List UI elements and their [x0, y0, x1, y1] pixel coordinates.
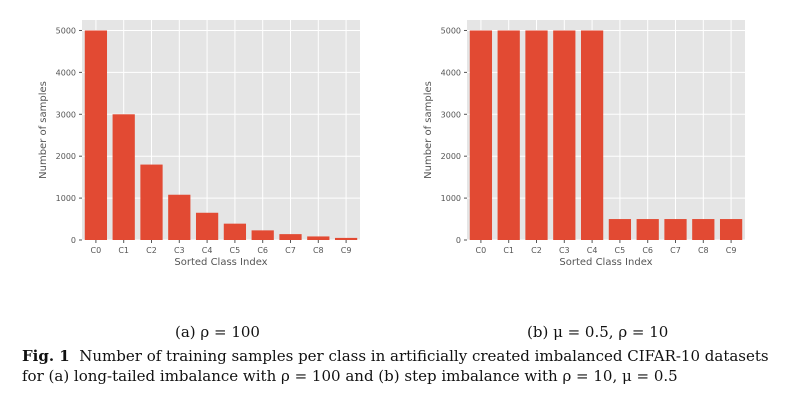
chart-a-bar-C7 [279, 234, 302, 240]
chart-a-bar-C9 [334, 237, 358, 240]
chart-a-bar-C6 [251, 230, 274, 240]
chart-a-xtick-label: C5 [230, 246, 241, 255]
chart-b-ytick-label: 3000 [441, 110, 461, 119]
chart-a-bar-C0 [84, 30, 108, 240]
chart-b-bar-C2 [525, 30, 548, 240]
chart-a-ytick-label: 1000 [56, 194, 76, 203]
chart-a-xtick-label: C6 [257, 246, 268, 255]
chart-a-ytick-label: 0 [71, 236, 76, 245]
chart-b-bar-C0 [469, 30, 493, 240]
figure-caption-text: Number of training samples per class in … [22, 347, 769, 385]
figure-caption: Fig. 1 Number of training samples per cl… [22, 346, 782, 386]
chart-b-bar-C8 [692, 219, 715, 240]
chart-b-xtick-label: C8 [698, 246, 709, 255]
chart-b-bar-C4 [580, 30, 604, 240]
chart-b-ytick-label: 0 [456, 236, 461, 245]
chart-a-ytick-label: 3000 [56, 110, 76, 119]
chart-a-bar-C3 [168, 194, 191, 240]
chart-a-x-axis-label: Sorted Class Index [174, 257, 267, 268]
chart-b-xtick-label: C7 [670, 246, 681, 255]
chart-a-y-axis-label: Number of samples [38, 81, 49, 179]
chart-b-xtick-label: C9 [726, 246, 737, 255]
chart-b-y-axis-label: Number of samples [423, 81, 434, 179]
subcaption-a: (a) ρ = 100 [175, 323, 260, 341]
chart-b-xtick-label: C0 [476, 246, 487, 255]
chart-b-bar-C9 [719, 219, 743, 240]
chart-a-ytick-label: 5000 [56, 26, 76, 35]
chart-a-long-tailed: 0 1000 2000 3000 4000 5000 C0 C1 C2 C3 C4 C5 C6 C7 C8 C… [38, 20, 360, 268]
chart-a-xtick-label: C7 [285, 246, 296, 255]
chart-b-ytick-label: 5000 [441, 26, 461, 35]
chart-a-xtick-label: C0 [91, 246, 102, 255]
chart-a-bar-C4 [195, 212, 219, 240]
chart-a-bar-C5 [223, 223, 247, 240]
chart-a-bar-C8 [307, 236, 330, 240]
chart-a-xtick-label: C1 [118, 246, 129, 255]
chart-a-ytick-label: 4000 [56, 68, 76, 77]
chart-a-xtick-label: C9 [341, 246, 352, 255]
chart-a-ytick-label: 2000 [56, 152, 76, 161]
chart-b-bar-C5 [608, 219, 632, 240]
chart-b-bar-C1 [497, 30, 520, 240]
chart-b-ytick-label: 2000 [441, 152, 461, 161]
figure-label: Fig. 1 [22, 347, 70, 365]
chart-b-x-axis-label: Sorted Class Index [559, 257, 652, 268]
chart-b-bar-C7 [664, 219, 687, 240]
chart-a-bar-C1 [112, 114, 135, 240]
chart-a-xtick-label: C8 [313, 246, 324, 255]
subcaption-b: (b) μ = 0.5, ρ = 10 [527, 323, 669, 341]
chart-b-xtick-label: C1 [503, 246, 514, 255]
chart-b-xtick-label: C5 [615, 246, 626, 255]
chart-b-step: 0 1000 2000 3000 4000 5000 C0 C1 C2 C3 C4 C5 C6 C7 C8 C… [423, 20, 745, 268]
chart-a-xtick-label: C3 [174, 246, 185, 255]
chart-b-xtick-label: C3 [559, 246, 570, 255]
chart-b-xtick-label: C4 [587, 246, 598, 255]
chart-b-xtick-label: C6 [642, 246, 653, 255]
chart-b-ytick-label: 1000 [441, 194, 461, 203]
chart-b-xtick-label: C2 [531, 246, 542, 255]
chart-a-xtick-label: C4 [202, 246, 213, 255]
chart-b-bar-C6 [636, 219, 659, 240]
chart-b-bar-C3 [553, 30, 576, 240]
chart-a-xtick-label: C2 [146, 246, 157, 255]
chart-b-ytick-label: 4000 [441, 68, 461, 77]
chart-a-bar-C2 [140, 164, 163, 240]
